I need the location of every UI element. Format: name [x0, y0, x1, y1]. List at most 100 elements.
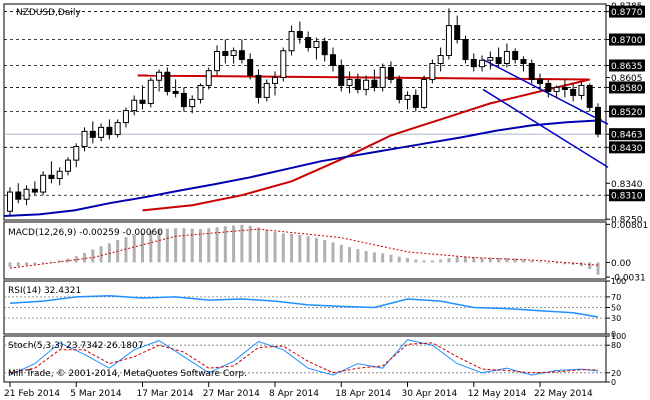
- price-level-label: 0.8580: [611, 84, 643, 94]
- candle-body: [512, 51, 519, 60]
- stochastic-panel-frame: [3, 335, 607, 383]
- candle-body: [131, 99, 138, 112]
- time-tick-label: 17 Mar 2014: [137, 389, 194, 399]
- candle-body: [421, 78, 428, 108]
- candle-body: [454, 25, 461, 41]
- stochastic-tick-label: 20: [611, 369, 621, 378]
- channel-line: [482, 88, 609, 168]
- macd-histogram-bar: [8, 262, 12, 268]
- candle-body: [528, 62, 535, 80]
- macd-histogram-bar: [149, 231, 153, 263]
- candle-body: [23, 188, 30, 200]
- macd-histogram-bar: [348, 247, 352, 263]
- candle-body: [429, 62, 436, 80]
- price-level-tag: [609, 33, 645, 46]
- price-level-label: 0.8463: [611, 131, 643, 141]
- candle-body: [172, 90, 179, 94]
- macd-histogram-bar: [430, 260, 434, 263]
- candle-body: [272, 76, 279, 84]
- macd-histogram-bar: [207, 228, 211, 263]
- candle-body: [288, 31, 295, 52]
- price-level-tag: [609, 128, 645, 141]
- rsi-tick-label: 70: [611, 293, 621, 302]
- macd-histogram-bar: [248, 225, 252, 263]
- macd-histogram-bar: [223, 226, 227, 263]
- candle-body: [222, 51, 229, 57]
- macd-histogram-bar: [256, 227, 260, 263]
- price-tick-label: 0.8340: [611, 180, 643, 190]
- macd-histogram-bar: [546, 262, 550, 264]
- candle-body: [503, 51, 510, 64]
- time-tick-label: 5 Mar 2014: [70, 389, 122, 399]
- macd-histogram-bar: [381, 253, 385, 263]
- macd-histogram-bar: [198, 229, 202, 263]
- macd-histogram-bar: [273, 231, 277, 263]
- macd-histogram-bar: [265, 230, 269, 263]
- macd-histogram-bar: [165, 228, 169, 263]
- stochastic-signal-line: [9, 342, 599, 374]
- macd-histogram-bar: [488, 257, 492, 263]
- candle-body: [263, 82, 270, 98]
- macd-signal-line: [9, 228, 599, 269]
- candle-body: [205, 70, 212, 86]
- rsi-tick-label: 0: [611, 330, 616, 339]
- candle-body: [462, 39, 469, 60]
- candle-body: [238, 50, 245, 60]
- price-level-label: 0.8700: [611, 36, 643, 46]
- candle-body: [346, 78, 353, 86]
- macd-histogram-bar: [439, 259, 443, 263]
- candle-body: [586, 84, 593, 108]
- macd-histogram-bar: [555, 262, 559, 264]
- rsi-tick-label: 100: [611, 277, 626, 286]
- time-tick-label: 8 Apr 2014: [269, 389, 319, 399]
- candle-body: [114, 122, 121, 136]
- candle-body: [197, 84, 204, 100]
- candle-body: [578, 84, 585, 96]
- macd-histogram-bar: [16, 262, 20, 267]
- candle-body: [156, 71, 163, 81]
- macd-histogram-bar: [422, 260, 426, 263]
- candle-body: [7, 191, 13, 212]
- candle-body: [321, 41, 328, 56]
- moving-average-line: [3, 119, 603, 217]
- price-level-tag: [609, 81, 645, 94]
- price-level-tag: [609, 141, 645, 154]
- candle-body: [15, 191, 22, 200]
- stochastic-tick-label: 0: [611, 378, 616, 387]
- candle-body: [338, 64, 345, 86]
- candle-body: [164, 71, 171, 92]
- stochastic-tick-label: 80: [611, 341, 621, 350]
- macd-histogram-bar: [298, 234, 302, 263]
- macd-histogram-bar: [588, 262, 592, 270]
- candle-body: [520, 58, 527, 64]
- candle-body: [329, 54, 336, 66]
- rsi-tick-label: 50: [611, 304, 621, 313]
- candle-body: [89, 130, 96, 138]
- macd-histogram-bar: [480, 257, 484, 263]
- price-tick-label: 0.8250: [611, 216, 643, 226]
- macd-label: MACD(12,26,9) -0.00259 -0.00060: [8, 228, 163, 238]
- macd-histogram-bar: [563, 262, 567, 265]
- candle-body: [64, 159, 71, 172]
- macd-histogram-bar: [447, 258, 451, 263]
- macd-histogram-bar: [91, 249, 95, 263]
- macd-histogram-bar: [281, 233, 285, 263]
- macd-tick-label: -0.0031: [611, 274, 646, 284]
- macd-histogram-bar: [33, 262, 37, 265]
- candle-body: [553, 86, 560, 92]
- candle-body: [230, 50, 237, 57]
- macd-histogram-bar: [406, 258, 410, 263]
- candle-body: [387, 66, 394, 80]
- candle-body: [81, 130, 88, 148]
- candle-body: [106, 126, 113, 136]
- macd-histogram-bar: [132, 234, 136, 263]
- macd-histogram-bar: [41, 262, 45, 264]
- time-axis: 21 Feb 2014 5 Mar 2014 17 Mar 2014 27 Mar 2…: [4, 382, 593, 399]
- moving-average-line: [137, 74, 590, 212]
- candle-body: [189, 98, 196, 108]
- macd-histogram-bar: [190, 228, 194, 263]
- candle-body: [147, 79, 154, 104]
